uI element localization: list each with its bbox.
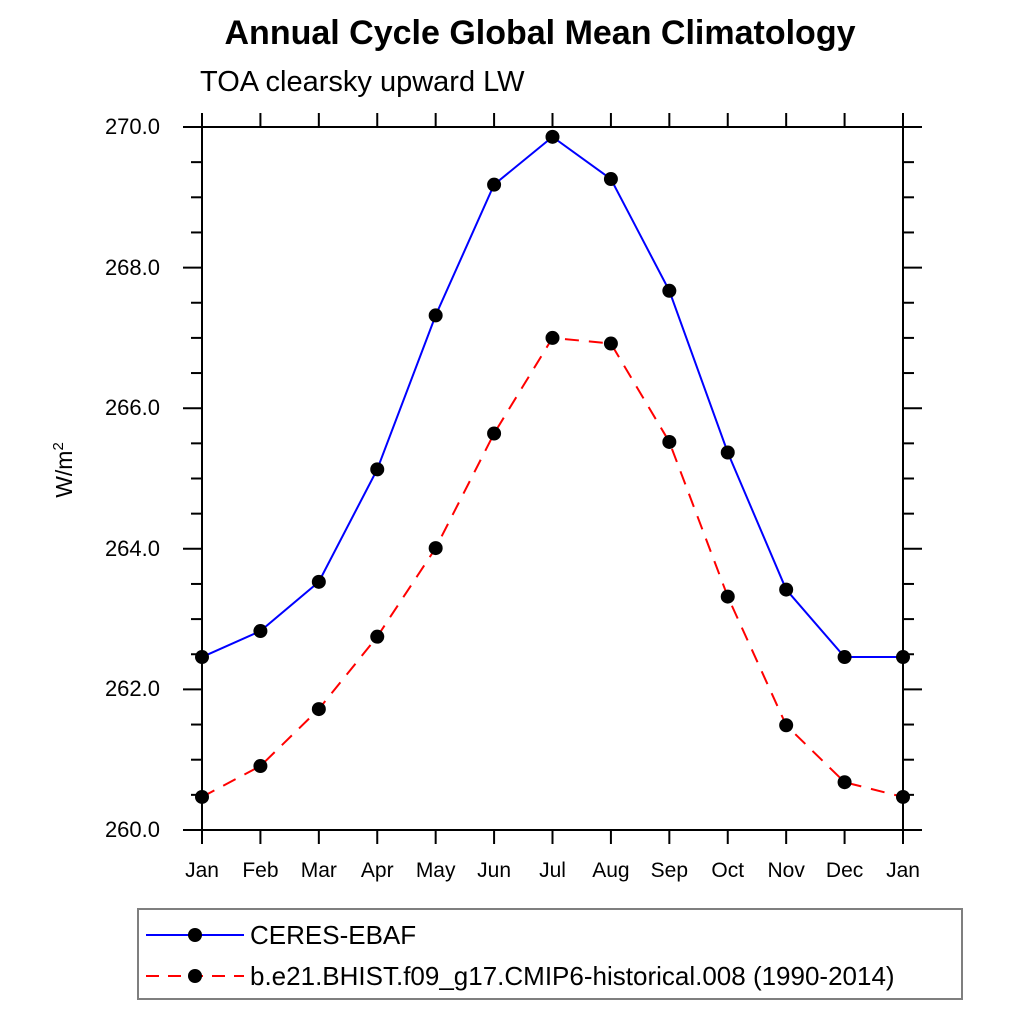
y-tick-label: 266.0 — [104, 395, 160, 421]
data-point-marker — [311, 702, 326, 717]
chart-title: Annual Cycle Global Mean Climatology — [224, 14, 856, 52]
data-point-marker — [370, 462, 385, 477]
data-point-marker — [603, 336, 618, 351]
data-point-marker — [487, 177, 502, 192]
data-point-marker — [779, 718, 794, 733]
x-tick-label: Feb — [242, 859, 279, 882]
plot-frame — [201, 126, 904, 831]
data-point-marker — [195, 789, 209, 804]
x-tick-label: Dec — [825, 859, 864, 882]
y-tick-label: 262.0 — [104, 676, 160, 702]
x-tick-label: May — [415, 859, 456, 882]
chart-subtitle: TOA clearsky upward LW — [200, 66, 525, 98]
y-tick-label: 270.0 — [104, 114, 160, 139]
data-point-marker — [428, 308, 443, 323]
data-point-marker — [779, 582, 794, 597]
series-line-0 — [201, 135, 903, 659]
legend-label-model: b.e21.BHIST.f09_g17.CMIP6-historical.008… — [250, 960, 895, 991]
y-tick-label: 260.0 — [104, 817, 160, 842]
legend-item-model: b.e21.BHIST.f09_g17.CMIP6-historical.008… — [144, 961, 895, 991]
data-point-marker — [896, 789, 910, 804]
y-tick-label: 268.0 — [104, 254, 160, 280]
data-point-marker — [253, 624, 268, 639]
series-line-1 — [201, 336, 904, 798]
legend-label-ceres: CERES-EBAF — [250, 919, 417, 950]
x-tick-label: Jul — [539, 859, 566, 882]
legend-marker-model — [188, 969, 202, 983]
x-tick-label: Jun — [477, 859, 512, 882]
x-tick-label: Mar — [300, 859, 337, 882]
data-point-marker — [428, 541, 443, 556]
data-point-marker — [720, 589, 735, 604]
data-point-marker — [896, 650, 910, 665]
legend-line-sample-model — [146, 969, 244, 983]
legend-box: CERES-EBAF b.e21.BHIST.f09_g17.CMIP6-his… — [137, 908, 963, 1000]
data-point-marker — [311, 574, 326, 589]
x-tick-label: Jan — [185, 859, 219, 882]
data-point-marker — [195, 650, 209, 665]
data-point-marker — [545, 129, 560, 144]
data-point-marker — [603, 172, 618, 187]
data-point-marker — [720, 445, 735, 460]
data-point-marker — [662, 434, 677, 449]
x-tick-label: Aug — [592, 859, 630, 882]
x-tick-label: Sep — [650, 859, 689, 882]
x-tick-label: Nov — [767, 859, 805, 882]
data-point-marker — [662, 283, 677, 298]
legend-line-sample-ceres — [146, 928, 244, 942]
data-point-marker — [837, 650, 852, 665]
x-tick-label: Apr — [360, 859, 394, 882]
x-tick-label: Jan — [886, 859, 920, 882]
data-point-marker — [545, 330, 560, 345]
legend-marker-ceres — [188, 928, 202, 942]
data-point-marker — [253, 759, 268, 774]
legend-item-ceres: CERES-EBAF — [144, 920, 416, 950]
x-tick-label: Oct — [711, 859, 745, 882]
data-point-marker — [370, 629, 385, 644]
data-point-marker — [837, 775, 852, 790]
y-tick-label: 264.0 — [104, 535, 160, 561]
data-point-marker — [487, 426, 502, 441]
